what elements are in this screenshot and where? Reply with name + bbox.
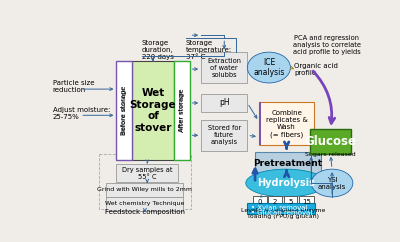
- Text: Adjust moisture:
25-75%: Adjust moisture: 25-75%: [52, 107, 110, 120]
- FancyBboxPatch shape: [310, 129, 350, 154]
- FancyBboxPatch shape: [299, 196, 314, 208]
- FancyBboxPatch shape: [201, 94, 247, 112]
- Text: Sugars released: Sugars released: [305, 152, 356, 157]
- Text: Storage
duration,
220 days: Storage duration, 220 days: [142, 40, 174, 60]
- FancyBboxPatch shape: [116, 61, 132, 160]
- Text: Wet
Storage
of
stover: Wet Storage of stover: [130, 88, 176, 133]
- FancyBboxPatch shape: [268, 196, 282, 208]
- Text: 5: 5: [288, 199, 293, 205]
- FancyBboxPatch shape: [106, 183, 184, 197]
- Text: Wet chemistry Technique: Wet chemistry Technique: [105, 201, 185, 206]
- Text: Grind with Wiley mills to 2mm: Grind with Wiley mills to 2mm: [98, 188, 192, 192]
- Text: 15: 15: [302, 199, 311, 205]
- Text: Storage
temperature:
37° C: Storage temperature: 37° C: [186, 40, 232, 60]
- Text: Stored for
future
analysis: Stored for future analysis: [208, 125, 241, 145]
- Text: Feedstock composition: Feedstock composition: [105, 209, 185, 215]
- Text: 0: 0: [258, 199, 262, 205]
- Text: YSI
analysis: YSI analysis: [318, 177, 346, 189]
- FancyBboxPatch shape: [247, 203, 315, 214]
- FancyBboxPatch shape: [253, 196, 267, 208]
- Text: PCA and regression
analysis to correlate
acid profile to yields: PCA and regression analysis to correlate…: [293, 35, 361, 55]
- Ellipse shape: [247, 52, 290, 83]
- FancyBboxPatch shape: [106, 197, 184, 211]
- Text: Particle size
reduction: Particle size reduction: [52, 80, 94, 93]
- Text: Hydrolysis: Hydrolysis: [257, 178, 315, 188]
- Text: • Glucan removal: • Glucan removal: [251, 210, 312, 216]
- FancyBboxPatch shape: [132, 61, 174, 160]
- Text: pH: pH: [219, 98, 230, 107]
- FancyBboxPatch shape: [201, 52, 247, 83]
- FancyBboxPatch shape: [259, 102, 261, 145]
- Text: After storage: After storage: [179, 89, 185, 132]
- Text: ICE
analysis: ICE analysis: [253, 58, 284, 77]
- Text: Glucose: Glucose: [304, 135, 356, 148]
- Text: Pretreatment: Pretreatment: [253, 159, 322, 167]
- Text: Extraction
of water
solubbs: Extraction of water solubbs: [207, 58, 241, 77]
- Text: Organic acid
profile: Organic acid profile: [294, 63, 338, 76]
- Ellipse shape: [246, 169, 326, 197]
- FancyBboxPatch shape: [116, 164, 178, 182]
- FancyBboxPatch shape: [201, 120, 247, 151]
- Text: Combine
replicates &
Wash
(= fibers): Combine replicates & Wash (= fibers): [266, 110, 308, 137]
- Text: Before storage: Before storage: [121, 86, 127, 136]
- Text: Before storage: Before storage: [122, 87, 127, 134]
- Text: 2: 2: [273, 199, 277, 205]
- FancyBboxPatch shape: [284, 196, 297, 208]
- FancyBboxPatch shape: [259, 102, 314, 145]
- FancyBboxPatch shape: [174, 61, 190, 160]
- Text: • Xylan removal: • Xylan removal: [251, 205, 308, 211]
- Text: After storage: After storage: [179, 90, 184, 131]
- Ellipse shape: [311, 169, 353, 197]
- Text: Dry samples at
55° C: Dry samples at 55° C: [122, 166, 172, 180]
- Text: Levels of cellulase enzyme
loading (FPU/g glucan): Levels of cellulase enzyme loading (FPU/…: [241, 208, 326, 219]
- FancyBboxPatch shape: [255, 152, 320, 174]
